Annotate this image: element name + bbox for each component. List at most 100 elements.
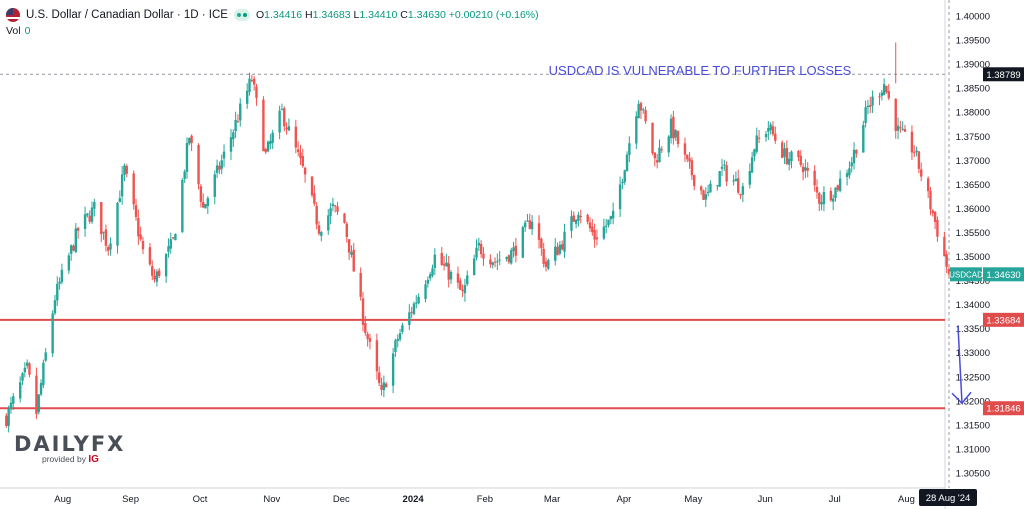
symbol-legend[interactable]: U.S. Dollar / Canadian Dollar · 1D · ICE… — [6, 6, 539, 24]
candle-body — [466, 275, 469, 285]
candle-body — [577, 214, 580, 221]
candle-body — [157, 270, 161, 276]
candle-body — [764, 133, 768, 138]
candle-body — [628, 143, 631, 156]
symbol-title[interactable]: U.S. Dollar / Canadian Dollar · 1D · ICE — [26, 9, 228, 21]
candle-body — [771, 126, 775, 135]
candle-body — [651, 122, 654, 154]
candle-body — [472, 258, 476, 276]
candle-body — [801, 166, 805, 173]
candle-body — [431, 268, 434, 276]
candle-body — [199, 186, 203, 202]
candle-body — [401, 325, 404, 332]
candle-body — [505, 256, 508, 259]
candle-body — [767, 128, 770, 132]
market-status-icon[interactable] — [233, 9, 250, 21]
candle-body — [579, 216, 582, 218]
y-tick-label: 1.33000 — [956, 348, 990, 359]
candle-body — [871, 96, 874, 106]
candle-body — [929, 190, 932, 210]
candle-body — [456, 273, 460, 283]
candle-body — [201, 202, 205, 208]
candle-body — [412, 303, 416, 315]
candle-body — [271, 132, 274, 143]
candle-body — [642, 109, 645, 111]
candle-body — [334, 205, 337, 207]
candle-body — [781, 142, 784, 158]
candle-body — [299, 152, 302, 159]
candle-body — [723, 164, 726, 166]
candle-body — [885, 86, 888, 93]
candle-body — [716, 185, 719, 187]
candle-body — [303, 167, 307, 175]
candle-body — [496, 261, 499, 263]
candle-body — [287, 126, 291, 131]
candle-body — [635, 116, 638, 144]
candle-body — [737, 178, 740, 193]
down-arrow-head — [951, 391, 972, 405]
candle-body — [58, 281, 61, 284]
candle-body — [320, 231, 323, 236]
candle-body — [618, 184, 622, 210]
candle-body — [74, 228, 78, 252]
candle-body — [878, 96, 881, 98]
logo-provided-by: provided by IG — [42, 454, 125, 465]
candle-body — [947, 268, 951, 275]
y-tick-label: 1.31500 — [956, 420, 990, 431]
candle-body — [250, 80, 254, 82]
candle-body — [734, 178, 738, 182]
candle-body — [296, 149, 300, 152]
candle-body — [720, 166, 724, 169]
candle-body — [637, 103, 640, 119]
logo-provided-label: provided by — [42, 454, 86, 464]
candle-body — [28, 363, 31, 375]
candle-body — [72, 245, 75, 251]
candle-body — [83, 214, 87, 229]
candle-body — [688, 158, 691, 162]
open-label: O — [255, 9, 265, 21]
volume-legend[interactable]: Vol 0 — [6, 25, 30, 37]
y-tick-label: 1.35000 — [956, 252, 990, 263]
candle-body — [234, 119, 237, 132]
candle-body — [510, 250, 513, 264]
candle-body — [368, 338, 372, 342]
candle-body — [188, 138, 191, 144]
candle-body — [76, 228, 80, 231]
candle-body — [498, 259, 501, 261]
candle-body — [327, 215, 330, 231]
candle-body — [611, 210, 615, 219]
candle-body — [37, 394, 40, 413]
candle-body — [171, 237, 175, 239]
candle-body — [283, 108, 286, 127]
candle-body — [280, 108, 284, 110]
candle-body — [415, 302, 418, 304]
candle-body — [748, 171, 752, 185]
change-value: +0.00210 (+0.16%) — [448, 9, 539, 21]
candle-body — [396, 338, 399, 341]
candle-body — [699, 186, 703, 191]
candle-body — [222, 151, 226, 159]
y-tick-label: 1.36500 — [956, 180, 990, 191]
candle-body — [164, 253, 168, 277]
candle-body — [350, 251, 353, 255]
candle-body — [683, 143, 687, 155]
y-tick-label: 1.36000 — [956, 204, 990, 215]
candle-body — [12, 396, 15, 404]
candle-body — [394, 340, 397, 352]
candle-body — [774, 133, 777, 141]
volume-value: 0 — [24, 25, 31, 37]
candle-body — [118, 198, 122, 203]
candle-body — [586, 215, 589, 222]
candle-body — [232, 132, 235, 140]
candle-body — [315, 206, 318, 225]
candle-body — [790, 151, 793, 161]
candle-body — [23, 367, 27, 373]
candle-body — [831, 198, 835, 202]
candle-body — [755, 135, 758, 152]
candle-body — [313, 193, 316, 204]
candle-body — [301, 156, 304, 167]
ticker-badge-label: USDCAD — [949, 270, 983, 279]
usd-cad-flag-icon — [6, 8, 20, 22]
candle-body — [329, 208, 332, 216]
candle-body — [845, 173, 849, 177]
